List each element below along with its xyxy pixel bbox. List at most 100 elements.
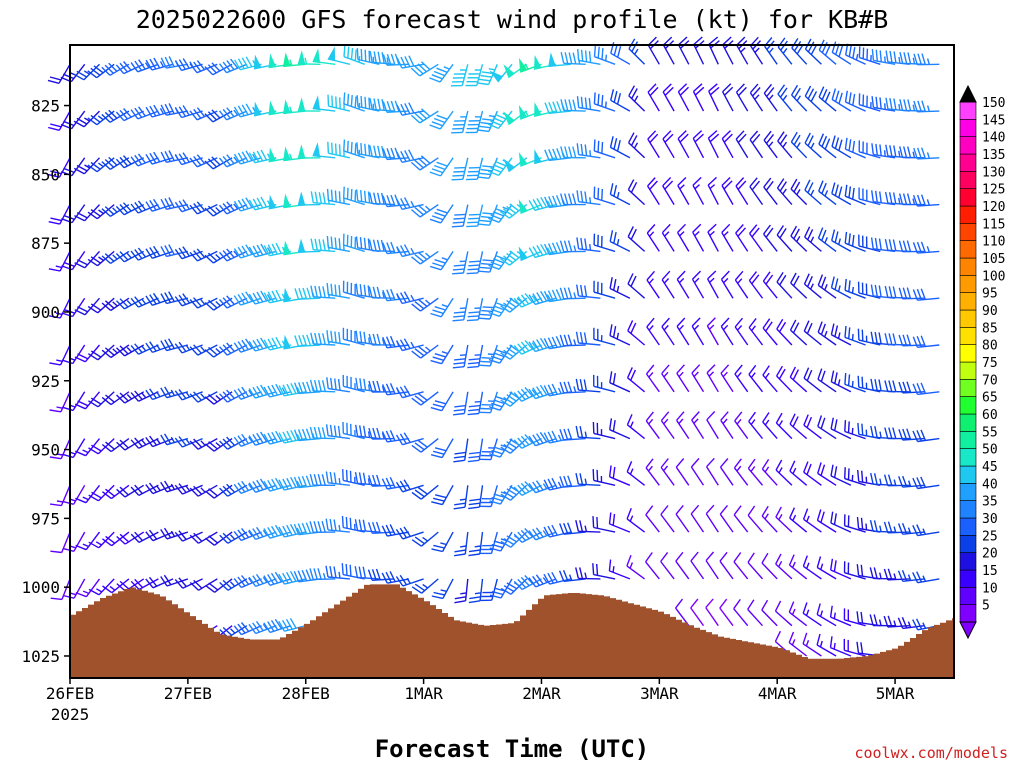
barb-staff bbox=[734, 420, 749, 440]
barb-full bbox=[520, 294, 530, 305]
wind-barb bbox=[101, 62, 130, 76]
barb-full bbox=[145, 201, 153, 212]
barb-staff bbox=[705, 513, 719, 533]
barb-full bbox=[305, 522, 312, 534]
barb-full bbox=[720, 364, 730, 374]
barb-half bbox=[542, 530, 548, 536]
wind-barb bbox=[75, 531, 101, 551]
wind-barb bbox=[189, 437, 218, 450]
barb-full bbox=[762, 412, 770, 423]
colorbar-cell bbox=[959, 223, 977, 241]
barb-full bbox=[182, 152, 190, 163]
barb-full bbox=[873, 473, 878, 485]
wind-barb bbox=[411, 438, 439, 453]
barb-full bbox=[429, 77, 441, 83]
barb-full bbox=[857, 422, 860, 435]
wind-barb bbox=[804, 38, 822, 65]
barb-full bbox=[861, 470, 864, 483]
barb-full bbox=[888, 333, 893, 345]
barb-full bbox=[480, 74, 492, 78]
barb-full bbox=[833, 466, 838, 478]
barb-full bbox=[233, 106, 241, 118]
barb-full bbox=[75, 544, 87, 551]
barb-full bbox=[818, 133, 825, 145]
barb-full bbox=[354, 471, 359, 484]
wind-barb bbox=[646, 224, 660, 252]
wind-barb bbox=[468, 485, 484, 510]
barb-full bbox=[219, 487, 229, 497]
barb-half bbox=[926, 199, 930, 206]
wind-barb bbox=[804, 226, 822, 252]
wind-barb bbox=[479, 391, 498, 414]
barb-full bbox=[148, 576, 158, 587]
barb-half bbox=[441, 257, 448, 261]
wind-barb bbox=[593, 139, 616, 159]
barb-full bbox=[399, 339, 407, 350]
wind-barb bbox=[74, 250, 101, 269]
barb-full bbox=[219, 581, 229, 591]
barb-full bbox=[692, 223, 702, 233]
barb-full bbox=[271, 243, 278, 255]
barb-full bbox=[630, 181, 638, 193]
barb-full bbox=[874, 284, 878, 297]
barb-full bbox=[134, 531, 144, 542]
barb-full bbox=[479, 172, 491, 176]
wind-barb bbox=[130, 390, 159, 402]
barb-full bbox=[317, 568, 322, 580]
wind-barb bbox=[204, 250, 233, 264]
barb-full bbox=[193, 438, 203, 448]
barb-staff bbox=[489, 251, 498, 273]
barb-half bbox=[791, 639, 796, 646]
barb-full bbox=[62, 500, 74, 505]
barb-full bbox=[788, 601, 795, 613]
wind-barb bbox=[115, 155, 145, 169]
barb-full bbox=[381, 525, 388, 537]
barb-full bbox=[237, 529, 246, 540]
barb-full bbox=[916, 571, 923, 583]
barb-full bbox=[660, 458, 669, 468]
barb-full bbox=[49, 456, 62, 460]
barb-half bbox=[262, 529, 268, 536]
barb-full bbox=[563, 475, 569, 488]
barb-full bbox=[414, 583, 426, 592]
barb-full bbox=[342, 469, 344, 481]
barb-full bbox=[371, 569, 377, 581]
barb-full bbox=[91, 444, 102, 452]
barb-full bbox=[432, 403, 445, 408]
barb-full bbox=[338, 285, 341, 297]
barb-full bbox=[524, 434, 534, 444]
wind-barb bbox=[844, 137, 866, 159]
barb-full bbox=[540, 243, 548, 255]
barb-full bbox=[149, 294, 157, 305]
barb-full bbox=[547, 525, 555, 537]
barb-full bbox=[130, 62, 139, 73]
barb-full bbox=[579, 473, 584, 485]
wind-barb bbox=[130, 484, 159, 497]
barb-half bbox=[185, 344, 191, 351]
barb-full bbox=[807, 182, 814, 194]
barb-full bbox=[417, 392, 428, 401]
barb-full bbox=[921, 100, 926, 112]
barb-half bbox=[796, 235, 801, 242]
wind-barb bbox=[831, 182, 852, 206]
wind-barb bbox=[676, 223, 690, 252]
barb-full bbox=[404, 150, 411, 161]
wind-barb bbox=[204, 156, 233, 170]
barb-full bbox=[735, 177, 745, 187]
barb-half bbox=[500, 444, 507, 448]
barb-full bbox=[751, 227, 760, 238]
barb-full bbox=[182, 199, 190, 210]
barb-full bbox=[164, 56, 171, 68]
barb-full bbox=[334, 331, 337, 343]
wind-barb bbox=[411, 250, 439, 265]
barb-full bbox=[298, 287, 304, 300]
barb-full bbox=[237, 435, 246, 446]
barb-flag bbox=[312, 142, 321, 157]
barb-full bbox=[613, 138, 618, 150]
wind-barb bbox=[593, 233, 616, 253]
barb-full bbox=[368, 50, 371, 63]
wind-barb bbox=[626, 367, 646, 393]
barb-staff bbox=[690, 513, 705, 533]
colorbar-label: 60 bbox=[982, 408, 998, 423]
barb-full bbox=[204, 207, 214, 217]
